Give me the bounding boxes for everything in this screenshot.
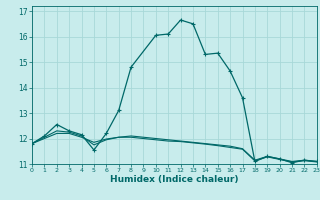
X-axis label: Humidex (Indice chaleur): Humidex (Indice chaleur)	[110, 175, 239, 184]
